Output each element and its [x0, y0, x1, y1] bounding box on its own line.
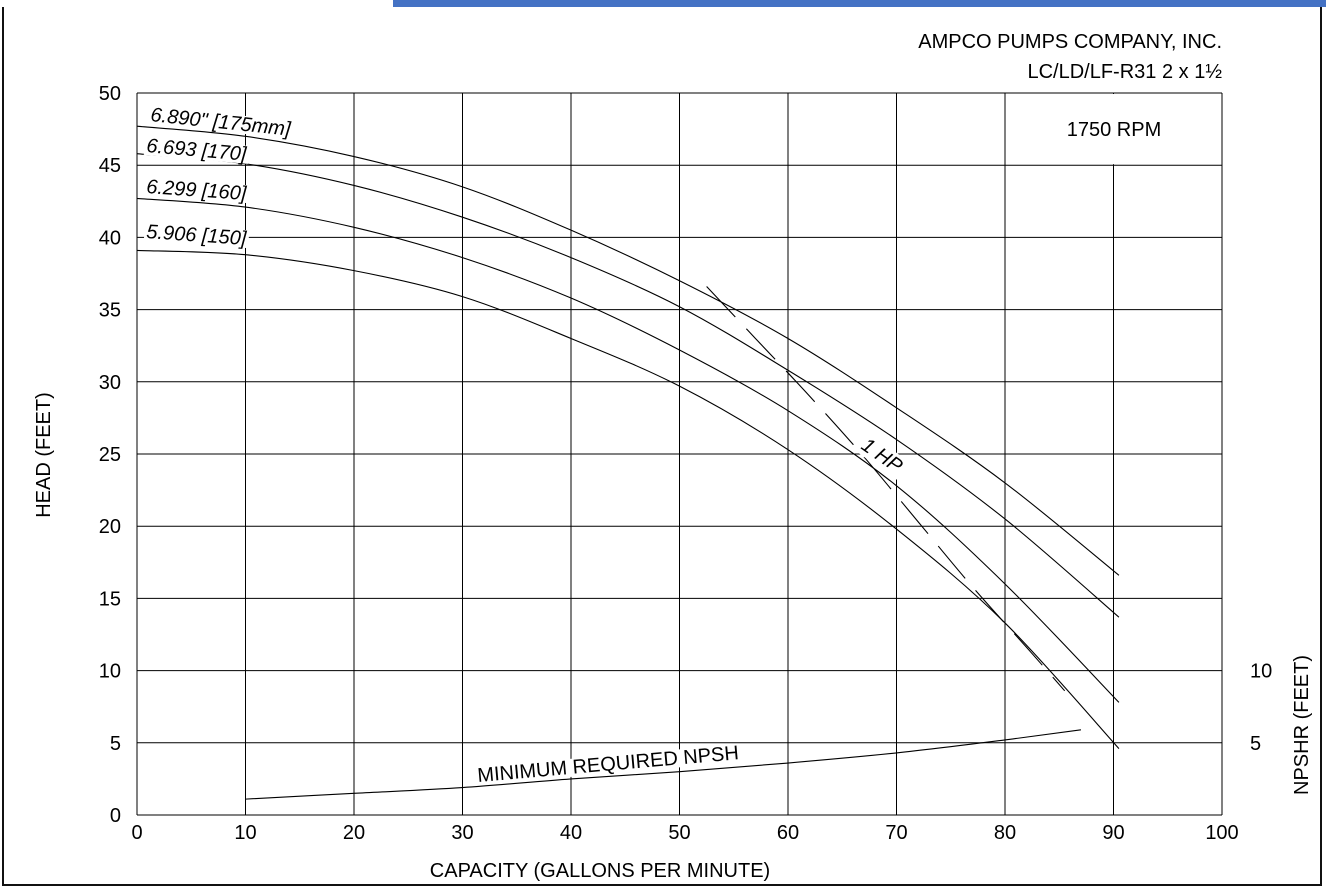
top-accent-bar: [393, 0, 1326, 7]
curve-label: 5.906 [150]: [146, 221, 248, 250]
y-tick-label: 20: [99, 516, 121, 538]
y2-tick-label: 10: [1250, 661, 1272, 683]
impeller-curve-1: [136, 125, 1120, 576]
npsh-curve: [245, 729, 1082, 800]
grid: [136, 92, 1223, 816]
x-tick-label: 60: [777, 822, 799, 844]
y-tick-label: 25: [99, 444, 121, 466]
y2-tick-label: 5: [1250, 733, 1261, 755]
y-tick-label: 10: [99, 661, 121, 683]
x-tick-label: 80: [994, 822, 1016, 844]
series-layer: [136, 125, 1120, 800]
x-tick-label: 50: [668, 822, 690, 844]
x-tick-label: 30: [451, 822, 473, 844]
y-tick-label: 5: [110, 733, 121, 755]
x-tick-label: 10: [234, 822, 256, 844]
x-tick-label: 40: [560, 822, 582, 844]
x-tick-label: 20: [343, 822, 365, 844]
curve-label: 6.693 [170]: [146, 135, 248, 166]
curve-label-bg: [143, 177, 250, 204]
x-tick-labels: 0 10 20 30 40 50 60 70 80 90 100: [131, 822, 1238, 844]
hp-line: [706, 286, 1066, 692]
y-tick-label: 35: [99, 300, 121, 322]
y-tick-label: 50: [99, 83, 121, 105]
curve-label-bg: [143, 222, 250, 249]
impeller-curve-2: [136, 153, 1120, 618]
company-name: AMPCO PUMPS COMPANY, INC.: [918, 31, 1222, 53]
model-name: LC/LD/LF-R31 2 x 1½: [1027, 61, 1222, 83]
impeller-curve-3: [136, 197, 1120, 703]
x-tick-label: 90: [1102, 822, 1124, 844]
curve-label: 6.299 [160]: [146, 176, 248, 205]
x-tick-label: 70: [885, 822, 907, 844]
curve-label: 6.890" [175mm]: [149, 104, 291, 141]
y-tick-label: 0: [110, 805, 121, 827]
y2-tick-labels: 5 10: [1250, 661, 1272, 755]
x-tick-label: 100: [1205, 822, 1238, 844]
y2-axis-label: NPSHR (FEET): [1291, 655, 1313, 795]
npsh-label: MINIMUM REQUIRED NPSH: [477, 742, 740, 787]
y-tick-labels: 0 5 10 15 20 25 30 35 40 45 50: [99, 83, 121, 827]
impeller-curve-4: [136, 249, 1120, 749]
chart-frame: [2, 7, 1322, 886]
y-tick-label: 30: [99, 372, 121, 394]
curve-label-bg: [143, 136, 250, 164]
rpm-label: 1750 RPM: [1067, 119, 1162, 141]
curve-labels: 6.890" [175mm]6.693 [170] 6.299 [160] 5.90…: [143, 104, 910, 787]
y-tick-label: 45: [99, 155, 121, 177]
hp-label-bg: [854, 432, 910, 480]
y-tick-label: 15: [99, 588, 121, 610]
rpm-label-box: [1006, 94, 1221, 165]
x-tick-label: 0: [131, 822, 142, 844]
y-axis-label: HEAD (FEET): [33, 392, 55, 518]
npsh-label-bg: [473, 743, 743, 786]
y-tick-label: 40: [99, 227, 121, 249]
x-axis-label: CAPACITY (GALLONS PER MINUTE): [430, 860, 770, 882]
curve-label-bg: [147, 105, 294, 139]
